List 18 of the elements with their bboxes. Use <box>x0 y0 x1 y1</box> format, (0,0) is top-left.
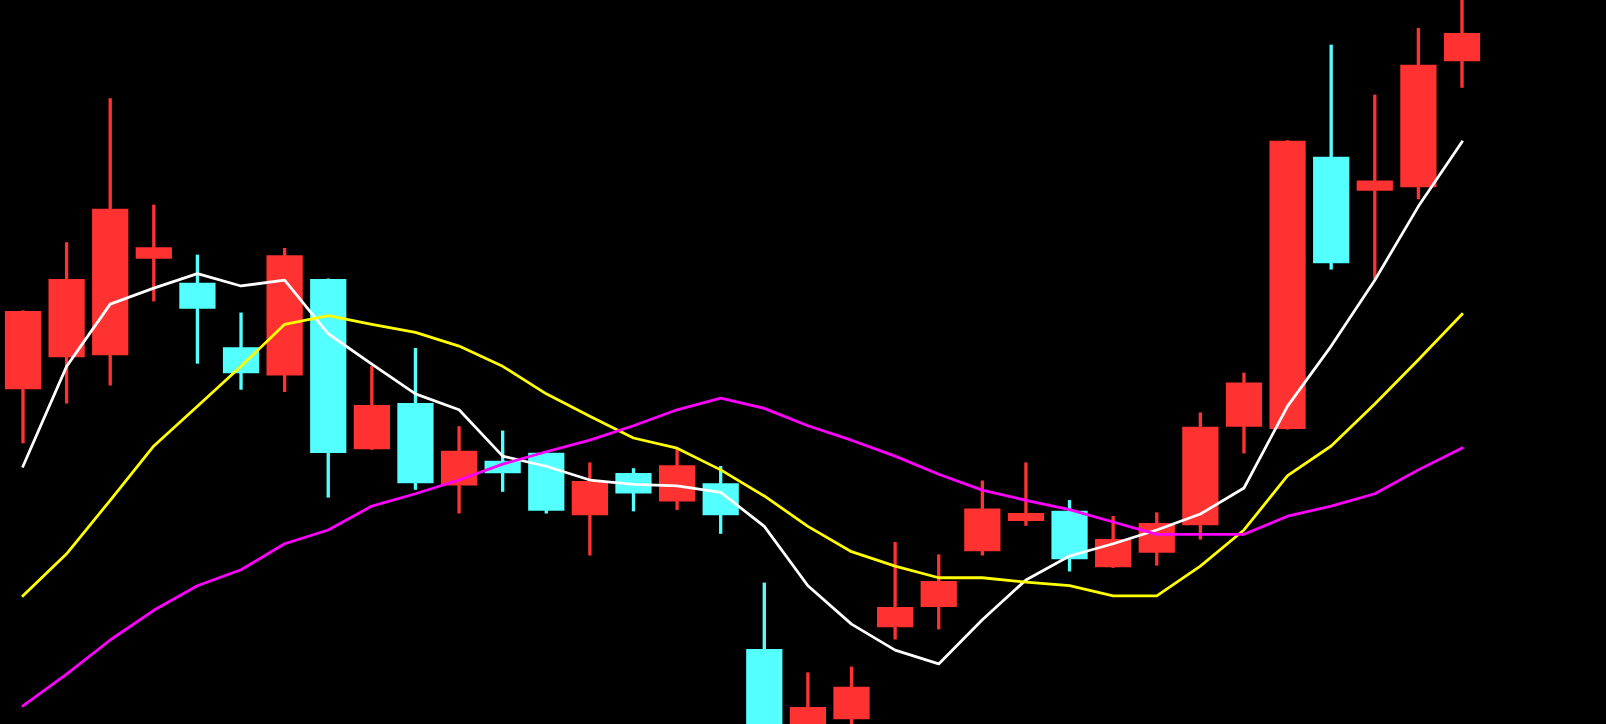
candlestick <box>1095 515 1132 568</box>
candlestick <box>1225 372 1263 454</box>
candlestick <box>964 480 1001 556</box>
candlestick <box>571 462 608 556</box>
candlestick <box>440 426 478 514</box>
candlestick <box>833 666 870 724</box>
candlestick <box>877 542 914 640</box>
candlestick <box>658 448 696 510</box>
candlestick <box>1051 500 1088 572</box>
candlestick <box>1443 0 1481 88</box>
candlestick <box>179 254 216 364</box>
candlestick <box>353 366 390 450</box>
candlestick <box>1007 462 1045 526</box>
candlestick <box>702 466 739 534</box>
candlestick <box>920 554 957 630</box>
candlestick <box>789 672 827 724</box>
candlestick <box>135 204 172 302</box>
candlestick <box>1356 94 1393 280</box>
